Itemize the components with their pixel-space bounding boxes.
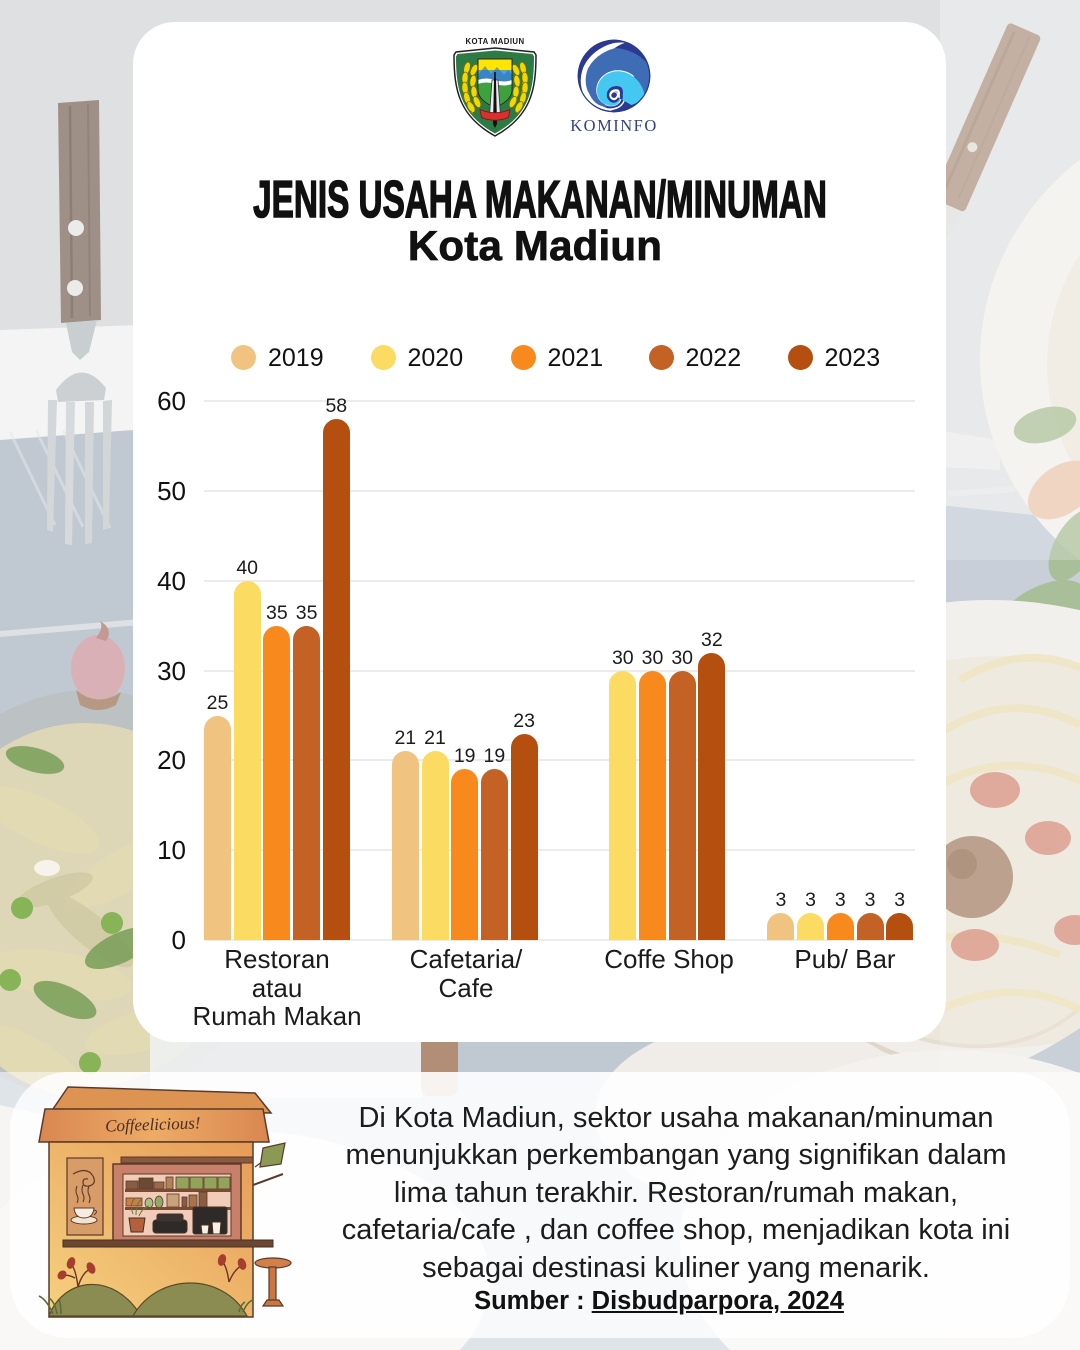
svg-text:KOMINFO: KOMINFO [570,116,658,135]
svg-text:Coffeelicious!: Coffeelicious! [105,1113,201,1135]
svg-text:KOTA MADIUN: KOTA MADIUN [466,37,525,46]
